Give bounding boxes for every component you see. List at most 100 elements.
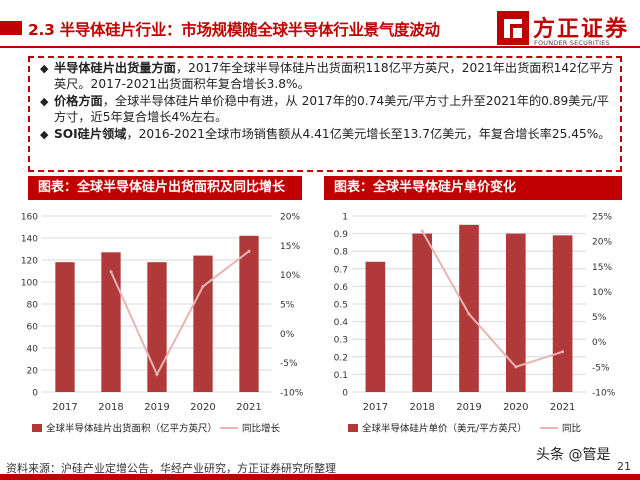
legend-bar-swatch xyxy=(348,424,358,432)
right-tick-label: -10% xyxy=(280,389,304,399)
right-tick-label: 5% xyxy=(280,301,295,311)
bullet-text: ，全球半导体硅片单价稳中有进，从 2017年的0.74美元/平方寸上升至2021… xyxy=(54,94,609,124)
line-point xyxy=(201,284,205,288)
legend-label: 同比增长 xyxy=(242,423,281,435)
bullet-item: ◆ SOI硅片领域，2016-2021全球市场销售额从4.41亿美元增长至13.7… xyxy=(40,126,616,142)
category-label: 2019 xyxy=(144,402,169,413)
bullet-dot-icon: ◆ xyxy=(40,95,49,108)
left-tick-label: 0.9 xyxy=(334,230,349,240)
left-tick-label: 0.4 xyxy=(334,318,349,328)
category-label: 2020 xyxy=(190,402,215,413)
bar xyxy=(459,224,479,392)
right-tick-label: -5% xyxy=(592,363,610,373)
bullet-item: ◆ 价格方面，全球半导体硅片单价稳中有进，从 2017年的0.74美元/平方寸上升… xyxy=(40,93,616,125)
bar xyxy=(193,255,213,392)
chart-shipment-area: 0 20 40 60 80 100 120 140 160 -10% -5% 0% 5% 10% 15% 20… xyxy=(21,213,304,435)
bar xyxy=(552,235,573,392)
slide-title: 2.3 半导体硅片行业：市场规模随全球半导体行业景气度波动 xyxy=(28,21,440,39)
left-tick-label: 120 xyxy=(21,257,38,267)
category-label: 2018 xyxy=(409,402,434,413)
right-tick-label: 20% xyxy=(592,238,612,248)
left-tick-label: 0.2 xyxy=(334,353,348,363)
bullet-dot-icon: ◆ xyxy=(40,128,49,141)
logo-subtitle: FOUNDER SECURITIES xyxy=(534,39,610,47)
line-point xyxy=(109,270,113,274)
left-tick-label: 0.1 xyxy=(334,371,348,381)
left-tick-label: 0 xyxy=(342,389,348,399)
left-tick-label: 100 xyxy=(21,279,38,289)
category-label: 2018 xyxy=(98,402,123,413)
chart-2-header: 图表：全球半导体硅片单价变化 xyxy=(324,176,622,200)
bullet-text: ，2017年全球半导体硅片出货面积118亿平方英尺，2021年出货面积142亿平… xyxy=(54,61,614,91)
chart-1-header: 图表：全球半导体硅片出货面积及同比增长 xyxy=(28,176,302,200)
legend-bar-swatch xyxy=(32,424,42,432)
right-tick-label: 15% xyxy=(592,263,612,273)
growth-line xyxy=(110,250,250,377)
line-point xyxy=(420,229,424,233)
left-tick-label: 0 xyxy=(32,389,38,399)
left-tick-label: 0.6 xyxy=(334,283,349,293)
left-tick-label: 1 xyxy=(342,213,348,223)
left-tick-label: 0.7 xyxy=(334,265,348,275)
left-tick-label: 140 xyxy=(21,235,38,245)
legend-label: 全球半导体硅片单价（美元/平方英尺） xyxy=(362,423,527,435)
bullet-dot-icon: ◆ xyxy=(40,62,49,75)
bullet-heading: 半导体硅片出货量方面 xyxy=(54,61,176,75)
left-tick-label: 160 xyxy=(21,213,38,223)
bullet-text: ，2016-2021全球市场销售额从4.41亿美元增长至13.7亿美元，年复合增… xyxy=(126,127,611,141)
left-tick-label: 20 xyxy=(27,367,39,377)
bullet-item: ◆ 半导体硅片出货量方面，2017年全球半导体硅片出货面积118亿平方英尺，202… xyxy=(40,60,616,92)
logo-name: 方正证券 xyxy=(533,17,630,42)
category-label: 2019 xyxy=(456,402,481,413)
bullet-heading: 价格方面 xyxy=(54,94,103,108)
summary-bullets: ◆ 半导体硅片出货量方面，2017年全球半导体硅片出货面积118亿平方英尺，202… xyxy=(40,60,616,143)
company-logo: 方正证券 FOUNDER SECURITIES xyxy=(497,9,637,51)
footer-bar xyxy=(0,474,640,480)
line-point xyxy=(247,249,251,253)
legend-label: 同比 xyxy=(562,423,581,435)
bar xyxy=(239,235,259,392)
left-tick-label: 0.8 xyxy=(334,248,349,258)
source-note: 资料来源：沪硅产业定增公告，华经产业研究，方正证券研究所整理 xyxy=(6,462,336,475)
right-tick-label: 10% xyxy=(592,288,612,298)
right-tick-label: 20% xyxy=(280,213,300,223)
left-tick-label: 0.3 xyxy=(334,336,348,346)
right-tick-label: 25% xyxy=(592,213,612,223)
legend-label: 全球半导体硅片出货面积（亿平方英尺） xyxy=(46,423,217,435)
line-point xyxy=(561,350,565,354)
left-tick-label: 40 xyxy=(27,345,39,355)
category-label: 2017 xyxy=(52,402,77,413)
category-label: 2017 xyxy=(363,402,388,413)
header-rule xyxy=(0,46,640,48)
left-tick-label: 0.5 xyxy=(334,301,348,311)
left-tick-label: 60 xyxy=(27,323,39,333)
right-tick-label: 15% xyxy=(280,242,300,252)
right-tick-label: 5% xyxy=(592,313,607,323)
line-point xyxy=(467,312,471,316)
category-label: 2021 xyxy=(236,402,261,413)
bar xyxy=(147,262,167,392)
line-point xyxy=(155,372,159,376)
founder-logo-icon xyxy=(497,11,529,45)
summary-box xyxy=(28,56,622,172)
bar xyxy=(55,262,75,392)
right-tick-label: 10% xyxy=(280,271,300,281)
right-tick-label: 0% xyxy=(280,330,295,340)
left-tick-label: 80 xyxy=(27,301,39,311)
bar xyxy=(505,233,526,392)
line-point xyxy=(514,365,518,369)
page-number: 21 xyxy=(617,460,631,473)
bullet-heading: SOI硅片领域 xyxy=(54,127,127,141)
right-tick-label: -5% xyxy=(280,359,298,369)
right-tick-label: 0% xyxy=(592,338,607,348)
bar xyxy=(365,261,386,392)
title-marker xyxy=(0,21,22,35)
category-label: 2021 xyxy=(550,402,575,413)
category-label: 2020 xyxy=(503,402,528,413)
bar xyxy=(101,252,121,392)
growth-line xyxy=(421,230,563,369)
chart-unit-price: 0 0.1 0.2 0.3 0.4 0.5 0.6 0.7 0.8 0.9 1 -10% -5% 0% 5%… xyxy=(334,213,616,435)
bar xyxy=(412,233,433,392)
right-tick-label: -10% xyxy=(592,389,616,399)
watermark: 头条 @管是 xyxy=(536,447,611,463)
